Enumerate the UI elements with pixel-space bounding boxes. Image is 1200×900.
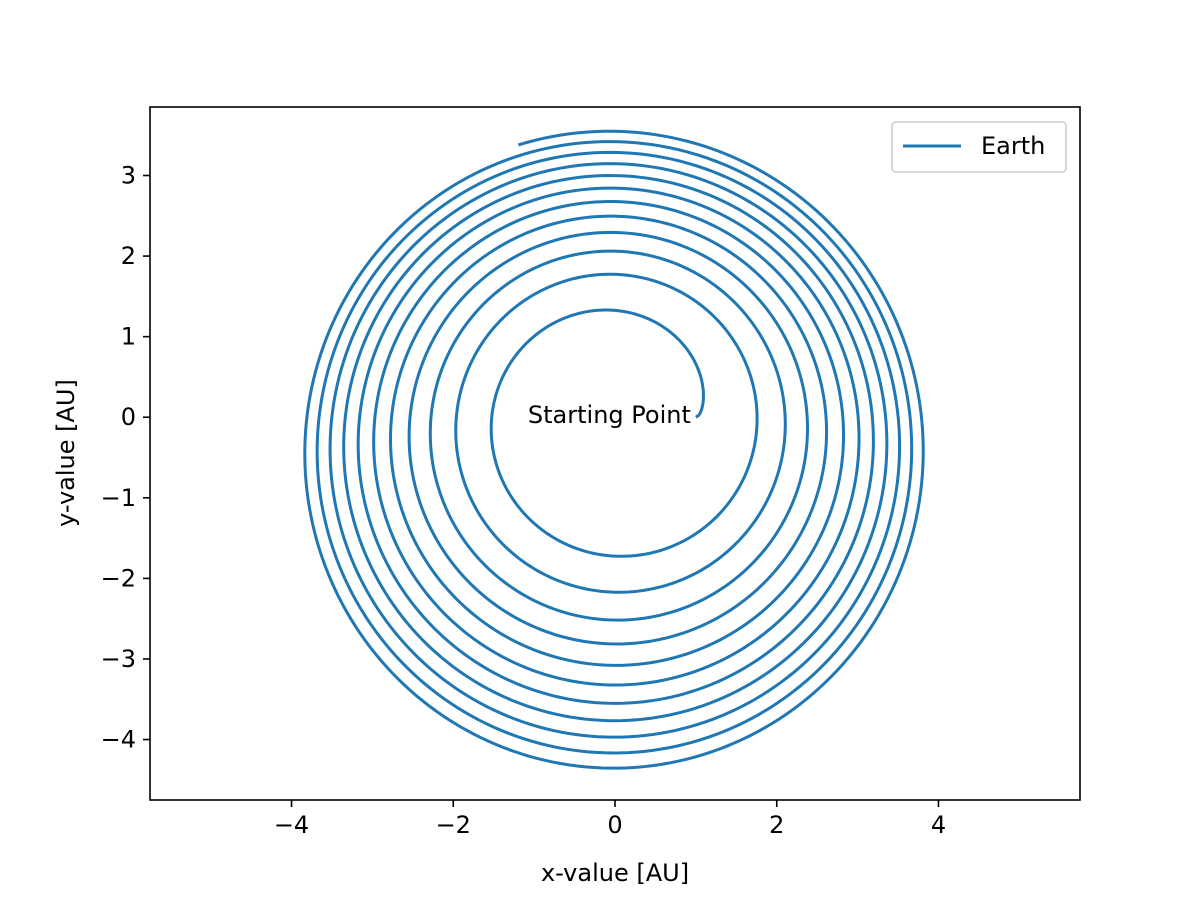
- y-tick-label: 0: [121, 403, 136, 431]
- annotation-starting-point: Starting Point: [528, 401, 691, 429]
- series-line-earth: [303, 129, 925, 770]
- y-tick-label: −4: [101, 726, 136, 754]
- y-axis-label: y-value [AU]: [52, 379, 80, 527]
- y-tick-label: −3: [101, 645, 136, 673]
- series-layer: [303, 129, 925, 770]
- y-tick-label: 3: [121, 161, 136, 189]
- x-tick-label: 4: [931, 811, 946, 839]
- legend-box: [891, 121, 1067, 173]
- legend-label-earth: Earth: [981, 132, 1045, 160]
- x-tick-label: 0: [607, 811, 622, 839]
- y-tick-label: 1: [121, 323, 136, 351]
- x-tick-label: −2: [436, 811, 471, 839]
- x-tick-label: 2: [769, 811, 784, 839]
- annotation-layer: Starting Point: [528, 401, 691, 429]
- legend: Earth: [891, 121, 1067, 173]
- y-tick-label: 2: [121, 242, 136, 270]
- x-axis-label: x-value [AU]: [541, 859, 689, 887]
- x-axis: −4 −2 0 2 4: [274, 800, 946, 839]
- y-tick-label: −1: [101, 484, 136, 512]
- y-tick-label: −2: [101, 564, 136, 592]
- plot-area: Starting Point: [149, 106, 1081, 801]
- x-tick-label: −4: [274, 811, 309, 839]
- y-axis: −4 −3 −2 −1 0 1 2 3: [101, 161, 150, 754]
